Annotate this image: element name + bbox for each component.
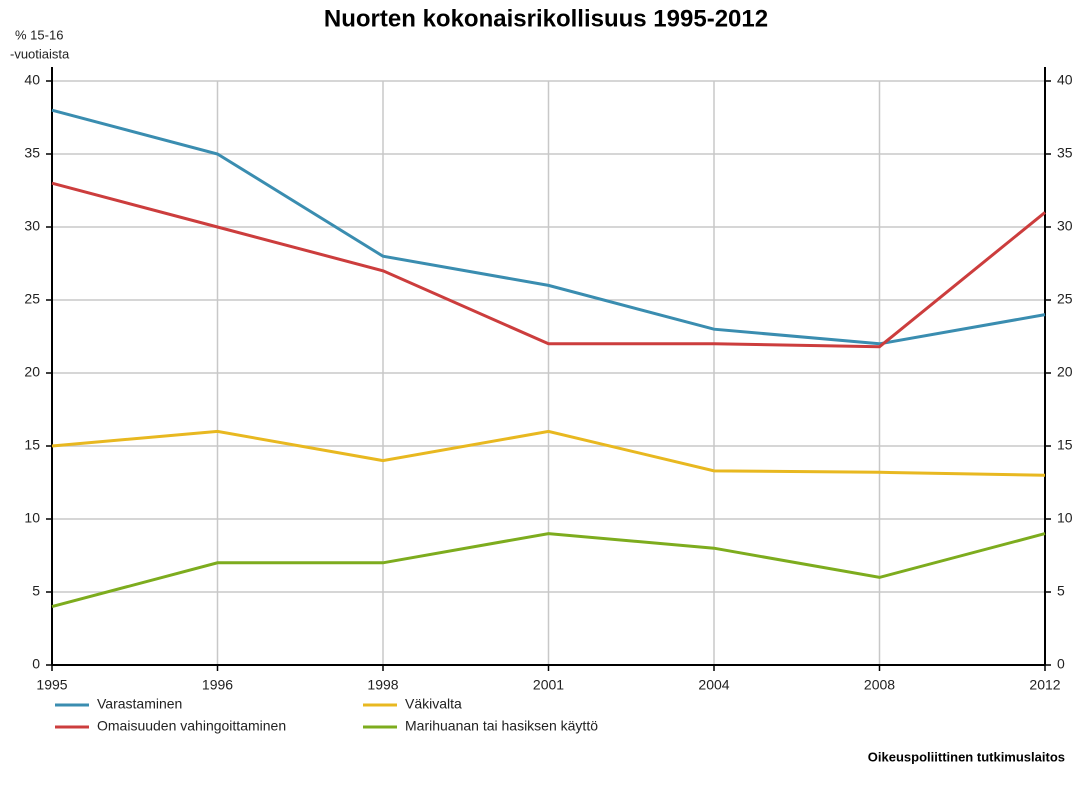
series-line xyxy=(51,181,1046,349)
legend-label: Marihuanan tai hasiksen käyttö xyxy=(405,718,598,734)
series-line xyxy=(51,429,1046,477)
y-axis-label: -vuotiaista xyxy=(10,46,70,61)
y-tick-label: 30 xyxy=(24,218,40,234)
y2-tick-label: 25 xyxy=(1057,291,1073,307)
y-tick-label: 25 xyxy=(24,291,40,307)
y2-tick-label: 0 xyxy=(1057,656,1065,672)
series-line xyxy=(51,532,1046,609)
legend-label: Omaisuuden vahingoittaminen xyxy=(97,718,286,734)
x-tick-label: 2012 xyxy=(1029,677,1060,693)
y-tick-label: 40 xyxy=(24,72,40,88)
x-tick-label: 1998 xyxy=(367,677,398,693)
y-tick-label: 35 xyxy=(24,145,40,161)
source: Oikeuspoliittinen tutkimuslaitos xyxy=(868,749,1065,764)
y2-tick-label: 30 xyxy=(1057,218,1073,234)
x-tick-label: 1995 xyxy=(36,677,67,693)
y-tick-label: 20 xyxy=(24,364,40,380)
y2-tick-label: 10 xyxy=(1057,510,1073,526)
y2-tick-label: 5 xyxy=(1057,583,1065,599)
x-tick-label: 2004 xyxy=(698,677,729,693)
y-tick-label: 15 xyxy=(24,437,40,453)
y2-tick-label: 15 xyxy=(1057,437,1073,453)
y-tick-label: 10 xyxy=(24,510,40,526)
y-tick-label: 0 xyxy=(32,656,40,672)
y2-tick-label: 20 xyxy=(1057,364,1073,380)
y2-tick-label: 40 xyxy=(1057,72,1073,88)
y2-tick-label: 35 xyxy=(1057,145,1073,161)
chart-title: Nuorten kokonaisrikollisuus 1995-2012 xyxy=(324,5,768,32)
x-tick-label: 2001 xyxy=(533,677,564,693)
x-tick-label: 1996 xyxy=(202,677,233,693)
x-tick-label: 2008 xyxy=(864,677,895,693)
y-axis-label: % 15-16 xyxy=(15,27,63,42)
legend-label: Varastaminen xyxy=(97,696,182,712)
legend-label: Väkivalta xyxy=(405,696,462,712)
y-tick-label: 5 xyxy=(32,583,40,599)
series-line xyxy=(51,108,1046,346)
